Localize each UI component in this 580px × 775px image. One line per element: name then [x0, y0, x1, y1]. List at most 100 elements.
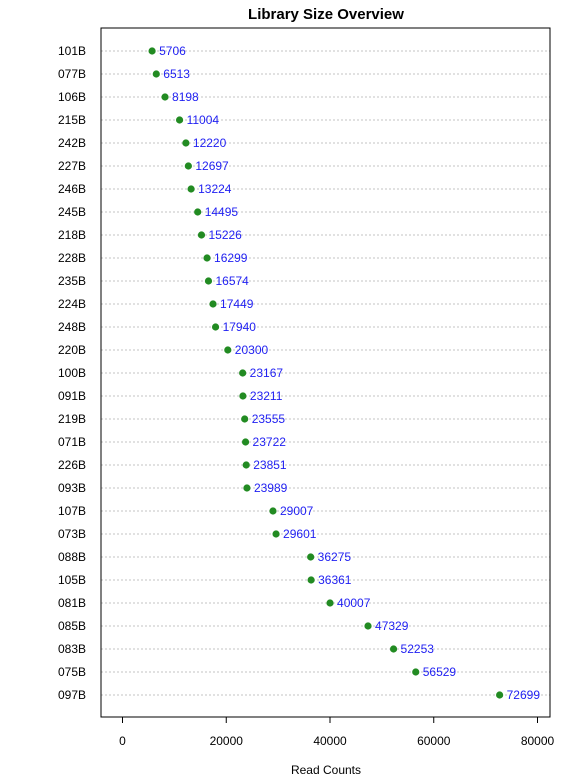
- data-point: [239, 392, 247, 400]
- data-point: [203, 254, 211, 262]
- data-label: 14495: [205, 205, 239, 219]
- category-label: 227B: [58, 159, 86, 173]
- category-label: 073B: [58, 527, 86, 541]
- category-label: 242B: [58, 136, 86, 150]
- data-point: [242, 461, 250, 469]
- data-point: [307, 576, 315, 584]
- data-label: 12220: [193, 136, 227, 150]
- data-point: [269, 507, 277, 515]
- data-point: [241, 438, 250, 446]
- data-label: 15226: [208, 228, 242, 242]
- x-axis-label: Read Counts: [291, 763, 361, 775]
- data-point: [243, 484, 251, 492]
- x-axis: 0 20000 40000 60000 80000: [119, 717, 555, 748]
- data-label: 13224: [198, 182, 232, 196]
- category-label: 097B: [58, 688, 86, 702]
- data-label: 23851: [253, 458, 287, 472]
- data-label: 40007: [337, 596, 371, 610]
- category-label: 071B: [58, 435, 86, 449]
- category-label: 224B: [58, 297, 86, 311]
- category-label: 085B: [58, 619, 86, 633]
- chart-title: Library Size Overview: [248, 6, 404, 23]
- data-point: [307, 553, 315, 561]
- data-point: [175, 116, 184, 124]
- data-point: [194, 208, 202, 216]
- category-label: 228B: [58, 251, 86, 265]
- category-label: 091B: [58, 389, 86, 403]
- data-labels: 5706 6513 8198 11004 12220 12697 13224 14495 152…: [159, 44, 540, 702]
- category-label: 093B: [58, 481, 86, 495]
- category-label: 106B: [58, 90, 86, 104]
- category-label: 226B: [58, 458, 86, 472]
- data-point: [272, 530, 280, 538]
- data-point: [204, 277, 213, 285]
- data-label: 52253: [401, 642, 435, 656]
- data-label: 20300: [235, 343, 269, 357]
- data-point: [496, 691, 504, 699]
- category-labels: 101B 077B 106B 215B 242B 227B 246B 245B 218B 228B…: [58, 44, 86, 702]
- x-tick-label: 0: [119, 734, 126, 748]
- data-label: 23555: [252, 412, 286, 426]
- data-label: 23211: [250, 389, 283, 403]
- data-point: [148, 47, 156, 55]
- data-point: [224, 346, 232, 354]
- x-tick-label: 20000: [210, 734, 244, 748]
- category-label: 245B: [58, 205, 86, 219]
- data-label: 23722: [253, 435, 287, 449]
- grid-lines: [101, 50, 550, 696]
- data-point: [161, 93, 169, 101]
- data-label: 16299: [214, 251, 248, 265]
- data-point: [241, 415, 249, 423]
- data-point: [239, 369, 247, 377]
- category-label: 235B: [58, 274, 86, 288]
- data-point: [184, 162, 192, 170]
- data-points: [148, 47, 504, 699]
- data-label: 17449: [220, 297, 254, 311]
- category-label: 100B: [58, 366, 86, 380]
- category-label: 083B: [58, 642, 86, 656]
- data-point: [364, 622, 372, 630]
- data-point: [182, 139, 190, 147]
- category-label: 218B: [58, 228, 86, 242]
- data-label: 5706: [159, 44, 186, 58]
- category-label: 088B: [58, 550, 86, 564]
- category-label: 246B: [58, 182, 86, 196]
- data-point: [187, 185, 195, 193]
- data-point: [326, 599, 334, 607]
- data-label: 17940: [223, 320, 257, 334]
- category-label: 105B: [58, 573, 86, 587]
- data-label: 12697: [195, 159, 229, 173]
- category-label: 215B: [58, 113, 86, 127]
- category-label: 077B: [58, 67, 86, 81]
- data-point: [197, 231, 206, 239]
- category-label: 081B: [58, 596, 86, 610]
- data-point: [389, 645, 398, 653]
- data-label: 29007: [280, 504, 314, 518]
- data-label: 36275: [318, 550, 352, 564]
- data-label: 47329: [375, 619, 409, 633]
- data-point: [209, 300, 217, 308]
- category-label: 219B: [58, 412, 86, 426]
- category-label: 248B: [58, 320, 86, 334]
- data-label: 36361: [318, 573, 352, 587]
- plot-frame: [100, 27, 551, 718]
- data-label: 8198: [172, 90, 199, 104]
- data-label: 72699: [507, 688, 541, 702]
- category-label: 075B: [58, 665, 86, 679]
- data-label: 23989: [254, 481, 288, 495]
- data-label: 16574: [215, 274, 249, 288]
- x-tick-label: 80000: [521, 734, 555, 748]
- data-point: [412, 668, 420, 676]
- data-point: [152, 70, 160, 78]
- x-tick-label: 60000: [417, 734, 451, 748]
- x-tick-label: 40000: [313, 734, 347, 748]
- data-label: 56529: [423, 665, 457, 679]
- data-label: 23167: [250, 366, 284, 380]
- category-label: 220B: [58, 343, 86, 357]
- category-label: 101B: [58, 44, 86, 58]
- data-label: 11004: [187, 113, 220, 127]
- data-label: 29601: [283, 527, 317, 541]
- data-point: [211, 323, 220, 331]
- category-label: 107B: [58, 504, 86, 518]
